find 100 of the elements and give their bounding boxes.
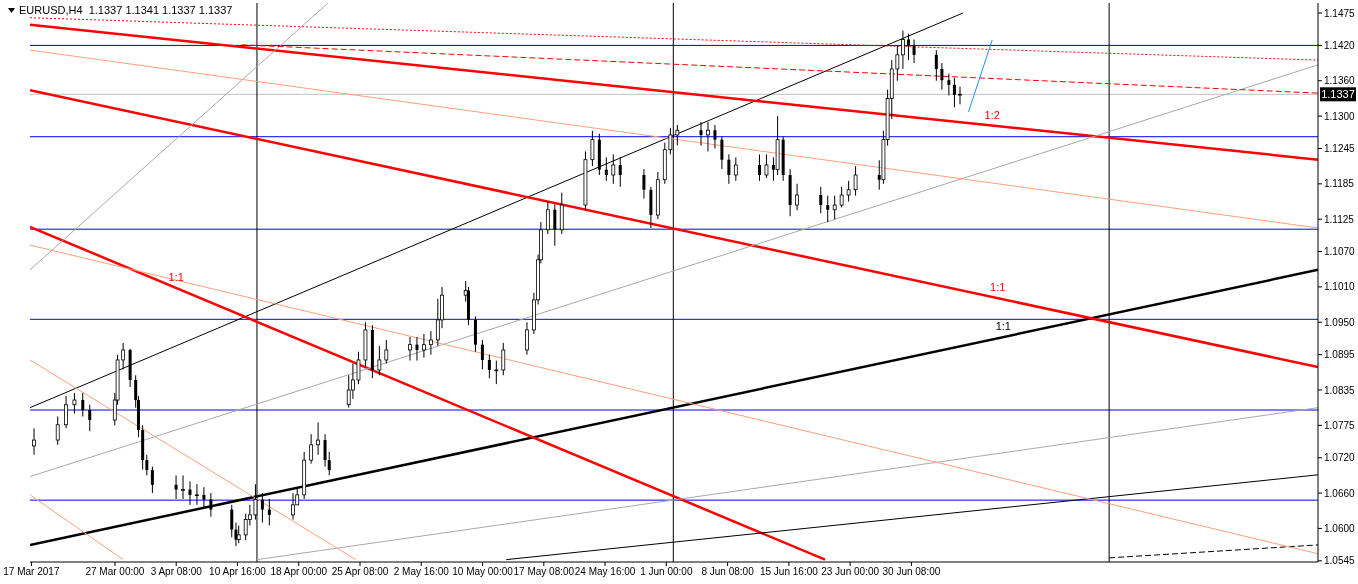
candlestick — [267, 498, 271, 526]
candlestick — [88, 404, 92, 432]
x-tick-label: 3 Apr 08:00 — [150, 566, 203, 578]
candlestick — [958, 86, 962, 105]
candlestick — [590, 130, 595, 167]
candlestick — [309, 433, 314, 465]
candlestick — [487, 354, 491, 379]
chart-title: EURUSD,H4 1.1337 1.1341 1.1337 1.1337 — [19, 4, 233, 16]
candlestick — [501, 342, 506, 376]
y-tick-label: 1.0660 — [1324, 487, 1356, 499]
candlestick — [174, 474, 178, 500]
candlestick — [642, 168, 646, 200]
candlestick — [188, 480, 192, 506]
candlestick — [853, 165, 858, 197]
candlestick — [618, 156, 622, 188]
candlestick — [181, 474, 185, 500]
candlestick — [377, 345, 382, 376]
candlestick — [316, 421, 320, 456]
annotation: 1:1 — [990, 281, 1006, 294]
candlestick — [525, 321, 529, 356]
x-tick-label: 30 Jun 08:00 — [882, 566, 941, 578]
candlestick — [55, 416, 60, 446]
y-tick-label: 1.1420 — [1324, 39, 1356, 51]
candlestick — [795, 183, 799, 211]
candlestick — [553, 203, 557, 247]
candlestick — [901, 30, 905, 70]
x-tick-label: 25 Apr 08:00 — [331, 566, 389, 578]
y-tick-label: 1.1125 — [1324, 213, 1355, 225]
x-tick-label: 17 Mar 2017 — [3, 566, 60, 578]
candlestick — [713, 124, 717, 149]
candlestick — [952, 77, 956, 108]
candlestick — [940, 62, 944, 91]
candlestick — [604, 156, 608, 182]
x-tick-label: 17 May 08:00 — [513, 566, 575, 578]
y-tick-label: 1.0775 — [1324, 419, 1356, 431]
candlestick — [706, 121, 710, 152]
y-tick-label: 1.0720 — [1324, 452, 1356, 464]
candlestick — [494, 360, 499, 385]
x-tick-label: 10 May 00:00 — [452, 566, 514, 578]
candlestick — [230, 504, 234, 538]
candlestick — [195, 483, 199, 506]
candlestick — [611, 153, 616, 185]
candlestick — [32, 427, 36, 456]
y-tick-label: 1.1475 — [1324, 7, 1356, 19]
y-tick-label: 1.1070 — [1324, 246, 1356, 258]
y-tick-label: 1.1010 — [1324, 281, 1356, 293]
candlestick — [64, 395, 68, 429]
candlestick — [291, 492, 295, 521]
candlestick — [912, 39, 916, 64]
x-tick-label: 24 May 16:00 — [574, 566, 636, 578]
candlestick — [209, 492, 213, 518]
y-tick-label: 1.1185 — [1324, 178, 1355, 190]
x-tick-label: 2 May 16:00 — [393, 566, 450, 578]
candlestick — [323, 433, 327, 468]
candlestick — [72, 392, 77, 415]
candlestick — [428, 330, 433, 356]
y-tick-label: 1.1360 — [1324, 75, 1356, 87]
candlestick — [384, 339, 389, 364]
candlestick — [733, 156, 738, 182]
candlestick — [839, 186, 844, 208]
x-tick-label: 23 Jun 00:00 — [821, 566, 880, 578]
x-tick-label: 8 Jun 08:00 — [701, 566, 755, 578]
candlestick — [150, 466, 154, 494]
candlestick — [202, 486, 206, 509]
candlestick — [145, 454, 149, 476]
candlestick — [947, 73, 951, 96]
candlestick — [327, 451, 331, 476]
candlestick — [826, 195, 830, 223]
candlestick — [764, 153, 769, 179]
candlestick — [422, 333, 426, 359]
candlestick — [480, 339, 484, 370]
x-tick-label: 27 Mar 00:00 — [85, 566, 145, 578]
x-tick-label: 10 Apr 16:00 — [209, 566, 267, 578]
candlestick — [934, 49, 938, 82]
y-tick-label: 1.0895 — [1324, 349, 1356, 361]
candlestick — [832, 195, 837, 220]
x-tick-label: 1 Jun 00:00 — [640, 566, 693, 578]
candlestick — [415, 336, 419, 362]
annotation: 1:1 — [168, 271, 184, 284]
candlestick — [260, 492, 264, 524]
candlestick — [846, 180, 851, 203]
candlestick — [819, 186, 823, 214]
candlestick — [727, 153, 731, 185]
y-tick-label: 1.1245 — [1324, 143, 1356, 155]
candlestick — [81, 392, 85, 418]
annotation: 1:1 — [995, 319, 1011, 332]
ref-line-label: 1.1337 — [1321, 88, 1355, 101]
candlestick — [699, 121, 703, 147]
x-tick-label: 15 Jun 16:00 — [759, 566, 819, 578]
y-tick-label: 1.0835 — [1324, 384, 1356, 396]
y-tick-label: 1.0600 — [1324, 522, 1356, 534]
candlestick — [758, 153, 761, 182]
y-tick-label: 1.1300 — [1324, 110, 1356, 122]
y-tick-label: 1.0545 — [1324, 555, 1356, 567]
x-tick-label: 18 Apr 00:00 — [270, 566, 328, 578]
annotation: 1:2 — [984, 108, 1000, 121]
y-tick-label: 1.0950 — [1324, 316, 1356, 328]
candlestick — [720, 136, 724, 170]
candlestick — [408, 336, 412, 362]
candlestick — [545, 201, 550, 235]
